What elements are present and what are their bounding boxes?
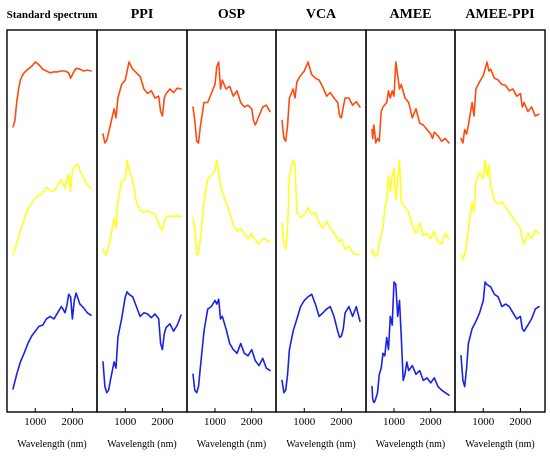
panel-title-ppi: PPI [131, 7, 154, 22]
x-tick-label-osp-2000: 2000 [241, 416, 264, 428]
spectrum-line-ppi-bottom [102, 291, 182, 394]
spectrum-line-standard-spectrum-top [12, 61, 92, 128]
panel-title-standard-spectrum: Standard spectrum [7, 9, 98, 21]
x-tick-label-amee-ppi-2000: 2000 [509, 416, 532, 428]
x-axis-label-amee: Wavelength (nm) [376, 439, 445, 450]
panel-titles: Standard spectrum PPI OSP VCA AMEE AMEE-PPI [7, 7, 535, 22]
x-tick-label-standard-spectrum-2000: 2000 [61, 416, 84, 428]
x-tick-label-standard-spectrum-1000: 1000 [24, 416, 47, 428]
panel-title-amee-ppi: AMEE-PPI [465, 7, 534, 22]
spectrum-line-vca-middle [281, 159, 361, 256]
x-tick-label-osp-1000: 1000 [204, 416, 227, 428]
spectrum-line-vca-top [281, 61, 361, 142]
x-tick-label-vca-2000: 2000 [330, 416, 353, 428]
spectrum-line-amee-top [371, 61, 450, 144]
x-axis-label-ppi: Wavelength (nm) [107, 439, 176, 450]
spectrum-line-amee-ppi-middle [460, 159, 540, 261]
spectrum-line-ppi-middle [102, 159, 182, 256]
panel-frame-ppi [96, 29, 188, 413]
x-tick-label-ppi-1000: 1000 [114, 416, 137, 428]
panel-title-vca: VCA [306, 7, 337, 22]
x-tick-label-ppi-2000: 2000 [151, 416, 174, 428]
spectrum-line-osp-bottom [192, 298, 271, 394]
x-axis-label-amee-ppi: Wavelength (nm) [465, 439, 534, 450]
panel-frame-standard-spectrum [6, 29, 98, 413]
spectrum-line-amee-ppi-top [460, 61, 540, 144]
spectrum-line-vca-bottom [281, 293, 361, 394]
x-axes: 1000 2000 Wavelength (nm) 1000 2000 Wavelengt… [17, 408, 535, 450]
spectrum-line-amee-ppi-bottom [460, 281, 540, 388]
x-axis-label-osp: Wavelength (nm) [197, 439, 266, 450]
spectrum-line-osp-top [192, 61, 271, 144]
x-axis-label-vca: Wavelength (nm) [286, 439, 355, 450]
x-tick-label-amee-ppi-1000: 1000 [472, 416, 495, 428]
panel-title-amee: AMEE [390, 7, 432, 22]
spectrum-line-standard-spectrum-bottom [12, 292, 92, 390]
panel-title-osp: OSP [218, 7, 246, 22]
x-tick-label-vca-1000: 1000 [293, 416, 316, 428]
panel-frame-amee-ppi [454, 29, 546, 413]
spectral-curves [12, 61, 540, 404]
spectrum-line-osp-middle [192, 159, 271, 256]
spectrum-line-standard-spectrum-middle [12, 163, 92, 256]
spectrum-line-amee-bottom [371, 281, 450, 404]
spectrum-line-amee-middle [371, 159, 450, 258]
x-tick-label-amee-1000: 1000 [383, 416, 406, 428]
spectrum-line-ppi-top [102, 61, 182, 144]
x-tick-label-amee-2000: 2000 [420, 416, 443, 428]
panel-frames [6, 29, 546, 413]
x-axis-label-standard-spectrum: Wavelength (nm) [17, 439, 86, 450]
